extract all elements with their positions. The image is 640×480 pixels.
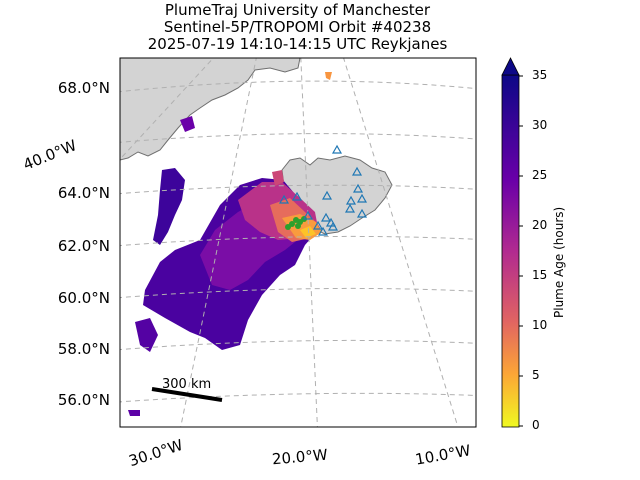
cbar-tick-0: 0 bbox=[532, 418, 540, 432]
cbar-tick-30: 30 bbox=[532, 118, 548, 132]
cbar-tick-25: 25 bbox=[532, 168, 548, 182]
cbar-tick-15: 15 bbox=[532, 268, 548, 282]
cbar-tick-20: 20 bbox=[532, 218, 548, 232]
colorbar-label: Plume Age (hours) bbox=[552, 206, 566, 318]
map-frame bbox=[119, 57, 477, 428]
cbar-tick-35: 35 bbox=[532, 68, 548, 82]
lat-label-58: 58.0°N bbox=[57, 340, 110, 358]
lat-label-64: 64.0°N bbox=[57, 184, 110, 202]
greenland-landmass bbox=[120, 58, 301, 161]
lat-label-56: 56.0°N bbox=[57, 391, 110, 409]
cbar-tick-5: 5 bbox=[532, 368, 540, 382]
title-line-3: 2025-07-19 14:10-14:15 UTC Reykjanes bbox=[147, 35, 448, 53]
lat-label-60: 60.0°N bbox=[57, 289, 110, 307]
title-line-2: Sentinel-5P/TROPOMI Orbit #40238 bbox=[163, 18, 432, 36]
lat-label-62: 62.0°N bbox=[57, 237, 110, 255]
cbar-tick-10: 10 bbox=[532, 318, 548, 332]
scale-bar bbox=[151, 387, 223, 402]
title-line-1: PlumeTraj University of Manchester bbox=[164, 1, 431, 19]
volcano-markers bbox=[278, 144, 368, 236]
lat-label-68: 68.0°N bbox=[57, 79, 110, 97]
scale-bar-label: 300 km bbox=[162, 377, 212, 392]
colorbar bbox=[501, 57, 523, 428]
graticule bbox=[120, 58, 476, 427]
